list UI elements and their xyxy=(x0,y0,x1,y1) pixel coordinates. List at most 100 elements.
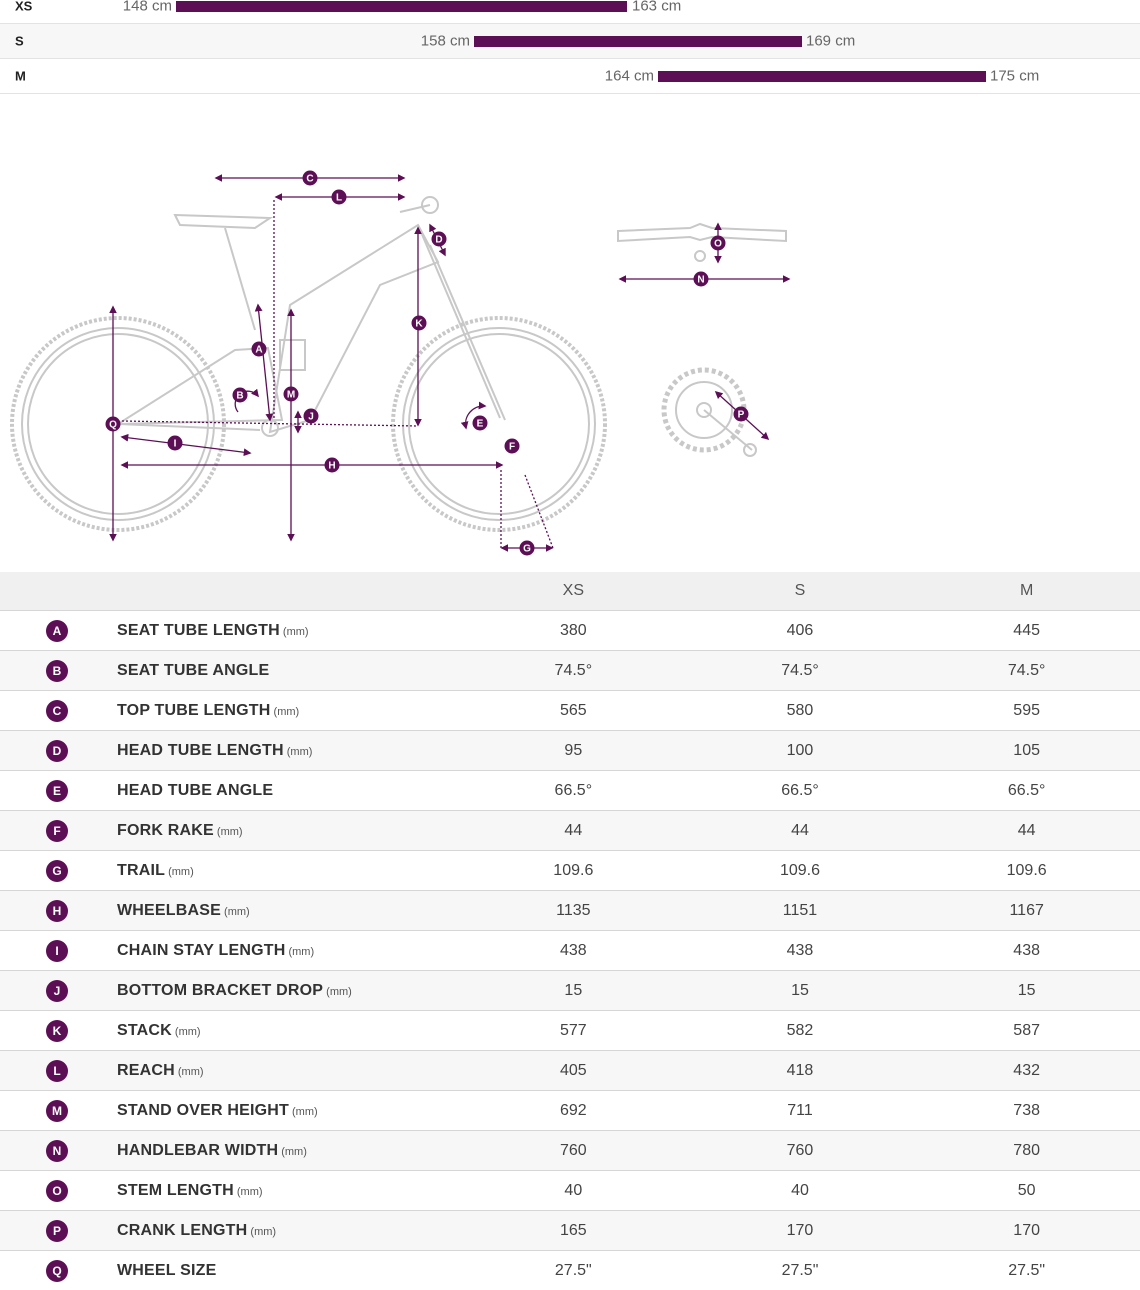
badge-c: C xyxy=(303,171,318,186)
svg-text:B: B xyxy=(236,391,243,402)
value-cell: 432 xyxy=(913,1051,1140,1091)
measurement-name: WHEELBASE xyxy=(117,902,221,919)
value-cell: 66.5° xyxy=(460,771,687,811)
svg-text:K: K xyxy=(415,319,423,330)
value-cell: 405 xyxy=(460,1051,687,1091)
value-cell: 760 xyxy=(687,1131,914,1171)
measurement-unit: (mm) xyxy=(274,706,300,718)
size-code: XS xyxy=(15,0,32,14)
measurement-name-cell: STAND OVER HEIGHT(mm) xyxy=(116,1091,460,1131)
measurement-badge: Q xyxy=(46,1260,68,1282)
value-cell: 109.6 xyxy=(687,851,914,891)
badge-cell: H xyxy=(0,891,116,931)
measurement-badge: I xyxy=(46,940,68,962)
header-spacer xyxy=(116,572,460,611)
value-cell: 692 xyxy=(460,1091,687,1131)
badge-cell: Q xyxy=(0,1251,116,1290)
measurement-unit: (mm) xyxy=(168,866,194,878)
badge-b: B xyxy=(233,388,248,403)
measurement-name-cell: REACH(mm) xyxy=(116,1051,460,1091)
measurement-badge: H xyxy=(46,900,68,922)
badge-cell: E xyxy=(0,771,116,811)
badge-a: A xyxy=(252,342,267,357)
value-cell: 1135 xyxy=(460,891,687,931)
badge-cell: G xyxy=(0,851,116,891)
value-cell: 15 xyxy=(687,971,914,1011)
svg-text:A: A xyxy=(255,345,262,356)
badge-n: N xyxy=(694,272,709,287)
measurement-name: HEAD TUBE ANGLE xyxy=(117,782,273,799)
badge-k: K xyxy=(412,316,427,331)
badge-o: O xyxy=(711,236,726,251)
badge-m: M xyxy=(284,387,299,402)
measurement-name-cell: SEAT TUBE ANGLE xyxy=(116,651,460,691)
measurement-name: HANDLEBAR WIDTH xyxy=(117,1142,278,1159)
measurement-name: CHAIN STAY LENGTH xyxy=(117,942,285,959)
table-header-row: XS S M xyxy=(0,572,1140,611)
value-cell: 15 xyxy=(460,971,687,1011)
bike-geometry-diagram: A B C D E F G H I J K L M N O P Q xyxy=(0,94,1140,572)
value-cell: 27.5" xyxy=(913,1251,1140,1290)
measurement-name: FORK RAKE xyxy=(117,822,214,839)
svg-text:N: N xyxy=(697,275,704,286)
measurement-badge: F xyxy=(46,820,68,842)
value-cell: 445 xyxy=(913,611,1140,651)
measurement-name: CRANK LENGTH xyxy=(117,1222,247,1239)
svg-text:C: C xyxy=(306,174,313,185)
measurement-name: TRAIL xyxy=(117,862,165,879)
measurement-name-cell: SEAT TUBE LENGTH(mm) xyxy=(116,611,460,651)
value-cell: 74.5° xyxy=(913,651,1140,691)
value-cell: 1151 xyxy=(687,891,914,931)
measurement-name-cell: HANDLEBAR WIDTH(mm) xyxy=(116,1131,460,1171)
badge-f: F xyxy=(505,439,520,454)
measurement-unit: (mm) xyxy=(175,1026,201,1038)
size-min: 164 cm xyxy=(592,68,654,85)
size-range-bar xyxy=(474,36,802,47)
value-cell: 580 xyxy=(687,691,914,731)
svg-text:O: O xyxy=(714,239,722,250)
value-cell: 50 xyxy=(913,1171,1140,1211)
size-range-bar xyxy=(658,71,986,82)
header-size-xs: XS xyxy=(460,572,687,611)
measurement-badge: A xyxy=(46,620,68,642)
measurement-badge: D xyxy=(46,740,68,762)
size-range-bar xyxy=(176,1,627,12)
badge-e: E xyxy=(473,416,488,431)
badge-j: J xyxy=(304,409,319,424)
measurement-badge: L xyxy=(46,1060,68,1082)
measurement-unit: (mm) xyxy=(250,1226,276,1238)
bike-frame-illustration xyxy=(12,197,786,530)
measurement-name-cell: STACK(mm) xyxy=(116,1011,460,1051)
badge-cell: L xyxy=(0,1051,116,1091)
size-row-m: M 164 cm 175 cm xyxy=(0,59,1140,94)
size-min: 148 cm xyxy=(110,0,172,15)
badge-i: I xyxy=(168,436,183,451)
measurement-unit: (mm) xyxy=(292,1106,318,1118)
value-cell: 438 xyxy=(460,931,687,971)
value-cell: 100 xyxy=(687,731,914,771)
value-cell: 711 xyxy=(687,1091,914,1131)
measurement-name-cell: HEAD TUBE LENGTH(mm) xyxy=(116,731,460,771)
measurement-unit: (mm) xyxy=(283,626,309,638)
value-cell: 44 xyxy=(913,811,1140,851)
value-cell: 760 xyxy=(460,1131,687,1171)
value-cell: 27.5" xyxy=(460,1251,687,1290)
badge-cell: A xyxy=(0,611,116,651)
badge-cell: I xyxy=(0,931,116,971)
svg-text:D: D xyxy=(435,235,442,246)
measurement-name: STAND OVER HEIGHT xyxy=(117,1102,289,1119)
measurement-unit: (mm) xyxy=(237,1186,263,1198)
